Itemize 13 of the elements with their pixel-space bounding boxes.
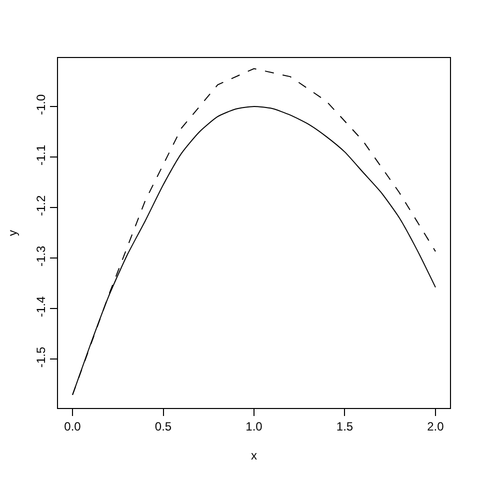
x-tick-label: 2.0 bbox=[427, 419, 444, 434]
y-tick-label: -1.3 bbox=[34, 246, 48, 267]
y-tick-label: -1.0 bbox=[34, 94, 48, 116]
y-tick-label: -1.5 bbox=[34, 346, 48, 368]
x-tick-label: 1.0 bbox=[246, 419, 263, 434]
x-tick-label: 0.0 bbox=[64, 419, 82, 434]
x-axis-title: x bbox=[251, 448, 257, 462]
y-tick-label: -1.4 bbox=[34, 296, 48, 318]
y-tick-label: -1.1 bbox=[34, 144, 48, 166]
x-tick-label: 1.5 bbox=[336, 419, 354, 434]
x-tick-label: 0.5 bbox=[154, 419, 172, 434]
y-axis-title: y bbox=[6, 230, 20, 236]
y-tick-label: -1.2 bbox=[34, 195, 48, 216]
